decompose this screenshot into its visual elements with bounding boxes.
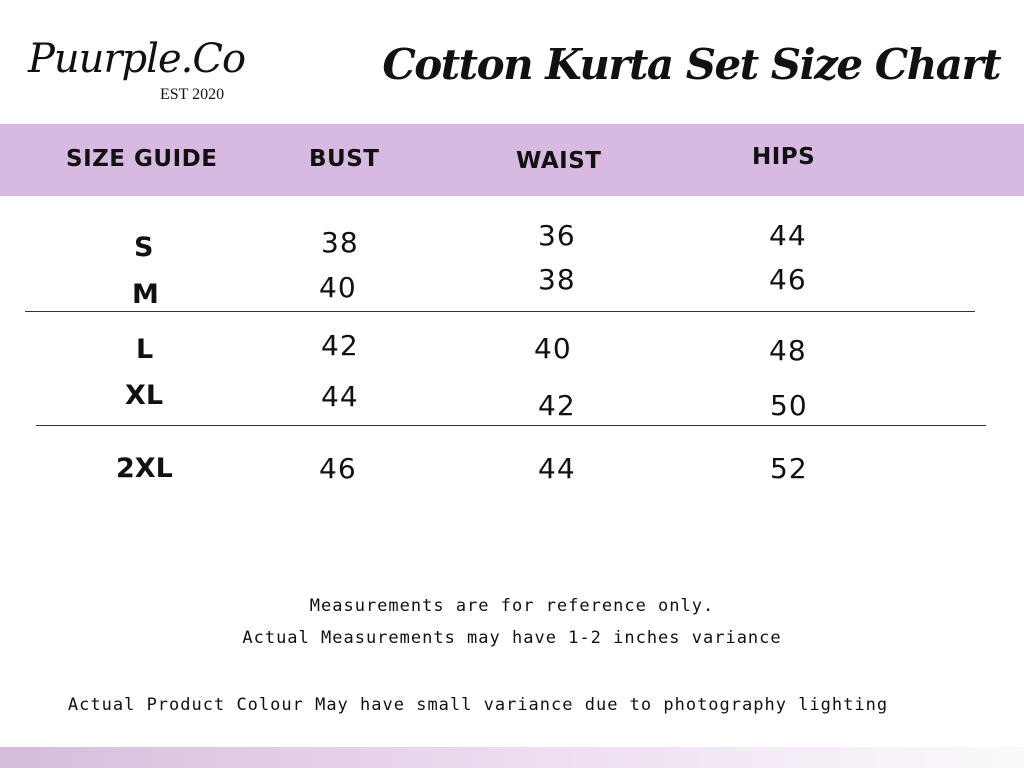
waist-value: 42 (538, 389, 576, 422)
header-hips: HIPS (752, 144, 816, 170)
bust-value: 40 (319, 271, 357, 304)
hips-value: 44 (769, 219, 807, 252)
size-label: M (132, 279, 159, 310)
waist-value: 40 (534, 332, 572, 365)
header-size-guide: SIZE GUIDE (66, 146, 218, 172)
hips-value: 46 (769, 263, 807, 296)
bust-value: 42 (321, 329, 359, 362)
hips-value: 48 (769, 334, 807, 367)
size-label: L (136, 334, 154, 365)
note-colour: Actual Product Colour May have small var… (67, 695, 889, 715)
waist-value: 38 (538, 263, 576, 296)
note-reference: Measurements are for reference only. (309, 596, 715, 616)
header-waist: WAIST (516, 148, 602, 174)
size-label: XL (125, 380, 164, 411)
footer-gradient-bar (0, 747, 1024, 768)
page-title: Cotton Kurta Set Size Chart (382, 40, 1001, 89)
bust-value: 46 (319, 452, 357, 485)
bust-value: 44 (321, 380, 359, 413)
note-variance: Actual Measurements may have 1-2 inches … (242, 628, 782, 648)
brand-logo: Puurple.Co (28, 36, 246, 82)
header-bust: BUST (309, 146, 380, 172)
waist-value: 44 (538, 452, 576, 485)
brand-est: EST 2020 (160, 86, 225, 103)
size-label: S (134, 232, 154, 263)
divider (25, 311, 975, 312)
header-band (0, 124, 1024, 196)
hips-value: 50 (770, 389, 808, 422)
hips-value: 52 (770, 452, 808, 485)
size-label: 2XL (116, 453, 173, 484)
bust-value: 38 (321, 226, 359, 259)
waist-value: 36 (538, 219, 576, 252)
divider (36, 425, 986, 426)
